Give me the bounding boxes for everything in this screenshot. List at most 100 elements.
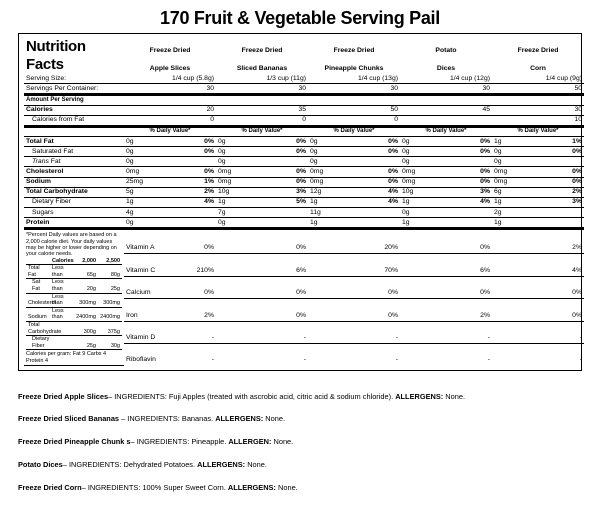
nutrient-value: 0 (124, 115, 216, 126)
serving-size: 1/4 cup (12g) (400, 74, 492, 84)
dv-header: % Daily Value* (400, 126, 492, 136)
vitamin-dv: 6% (262, 254, 308, 276)
nutrient-label: Total Carbohydrate (24, 187, 124, 197)
nf-title: Nutrition Facts (26, 38, 86, 73)
nutrition-facts-panel: Nutrition FactsFreeze DriedFreeze DriedF… (18, 33, 582, 371)
vitamin-label (216, 229, 262, 254)
vitamin-dv: - (538, 344, 584, 365)
nutrient-label: Saturated Fat (24, 147, 124, 157)
vitamin-label (492, 276, 538, 298)
nutrient-amount: 0g (124, 157, 170, 167)
product-head: Pineapple Chunks (308, 56, 400, 75)
nutrient-dv: 0% (170, 147, 216, 157)
nutrient-dv: 2% (170, 187, 216, 197)
dv-header: % Daily Value* (216, 126, 308, 136)
vitamin-dv: 0% (354, 276, 400, 298)
vitamin-dv: - (262, 344, 308, 365)
vitamin-dv: 2% (446, 299, 492, 321)
nutrient-amount: 4g (124, 208, 170, 218)
vitamin-dv: 0% (538, 299, 584, 321)
vitamin-label: Riboflavin (124, 344, 170, 365)
nutrient-amount: 1g (400, 218, 446, 229)
product-head: Freeze Dried (492, 37, 584, 56)
nutrient-value: 0 (216, 115, 308, 126)
servings-per: 50 (492, 84, 584, 95)
nutrient-amount: 0g (492, 147, 538, 157)
ingredients-block: Freeze Dried Apple Slices– INGREDIENTS: … (18, 393, 582, 493)
nutrient-dv (262, 208, 308, 218)
product-head: Apple Slices (124, 56, 216, 75)
nutrient-dv (354, 157, 400, 167)
vitamin-dv: 0% (538, 276, 584, 298)
vitamin-label (492, 254, 538, 276)
vitamin-label (400, 254, 446, 276)
vitamin-dv: - (446, 344, 492, 365)
nutrient-amount: 0g (400, 208, 446, 218)
serving-size: 1/4 cup (13g) (308, 74, 400, 84)
nutrient-dv (446, 208, 492, 218)
nutrient-dv: 0% (538, 167, 584, 177)
nutrient-amount: 1g (492, 218, 538, 229)
nutrient-dv: 5% (262, 197, 308, 207)
vitamin-label (216, 344, 262, 365)
vitamin-dv: 2% (538, 229, 584, 254)
vitamin-label (308, 276, 354, 298)
vitamin-label (216, 299, 262, 321)
nutrient-dv: 3% (262, 187, 308, 197)
nutrient-amount: 12g (308, 187, 354, 197)
nutrient-dv: 0% (262, 177, 308, 187)
nutrient-amount: 0g (124, 137, 170, 147)
nutrient-value: 20 (124, 105, 216, 115)
nutrient-label: Sodium (24, 177, 124, 187)
nutrient-amount: 0g (216, 157, 262, 167)
nutrient-dv: 0% (262, 167, 308, 177)
nutrient-amount: 10g (216, 187, 262, 197)
footnote: *Percent Daily values are based on a 2,0… (26, 232, 122, 257)
nutrient-dv (538, 208, 584, 218)
nutrient-label: Sugars (24, 208, 124, 218)
vitamin-label (400, 276, 446, 298)
nutrient-amount: 10g (400, 187, 446, 197)
nutrient-dv: 1% (170, 177, 216, 187)
product-head: Freeze Dried (124, 37, 216, 56)
vitamin-label (216, 321, 262, 343)
vitamin-label (492, 321, 538, 343)
vitamin-dv: - (354, 344, 400, 365)
nutrient-dv: 4% (354, 187, 400, 197)
nutrient-dv: 0% (170, 137, 216, 147)
vitamin-dv: 20% (354, 229, 400, 254)
ingredient-line: Freeze Dried Corn– INGREDIENTS: 100% Sup… (18, 484, 582, 493)
product-head: Sliced Bananas (216, 56, 308, 75)
nutrient-amount: 0mg (216, 177, 262, 187)
nutrient-value: 50 (308, 105, 400, 115)
nutrient-dv (538, 218, 584, 229)
nutrient-dv: 0% (354, 147, 400, 157)
nutrient-value: 35 (216, 105, 308, 115)
nutrient-amount: 0g (492, 157, 538, 167)
nutrient-amount: 0g (216, 218, 262, 229)
nutrient-dv: 0% (538, 147, 584, 157)
nutrient-amount: 5g (124, 187, 170, 197)
vitamin-label (216, 254, 262, 276)
vitamin-dv: 0% (262, 276, 308, 298)
serving-size-label: Serving Size: (24, 74, 124, 84)
nutrient-label: Trans Fat (24, 157, 124, 167)
nutrient-amount: 0mg (492, 167, 538, 177)
product-head: Dices (400, 56, 492, 75)
vitamin-label (308, 229, 354, 254)
vitamin-label: Vitamin A (124, 229, 170, 254)
nutrient-amount: 0g (400, 137, 446, 147)
serving-size: 1/4 cup (9g) (492, 74, 584, 84)
nutrient-dv: 0% (538, 177, 584, 187)
nutrient-amount: 1g (216, 197, 262, 207)
vitamin-dv: - (446, 321, 492, 343)
servings-per: 30 (400, 84, 492, 95)
vitamin-dv: - (170, 344, 216, 365)
vitamin-label (216, 276, 262, 298)
nutrient-amount: 0mg (216, 167, 262, 177)
nutrient-dv: 0% (262, 147, 308, 157)
product-head: Corn (492, 56, 584, 75)
page-title: 170 Fruit & Vegetable Serving Pail (18, 8, 582, 29)
vitamin-label: Iron (124, 299, 170, 321)
nutrient-amount: 1g (400, 197, 446, 207)
